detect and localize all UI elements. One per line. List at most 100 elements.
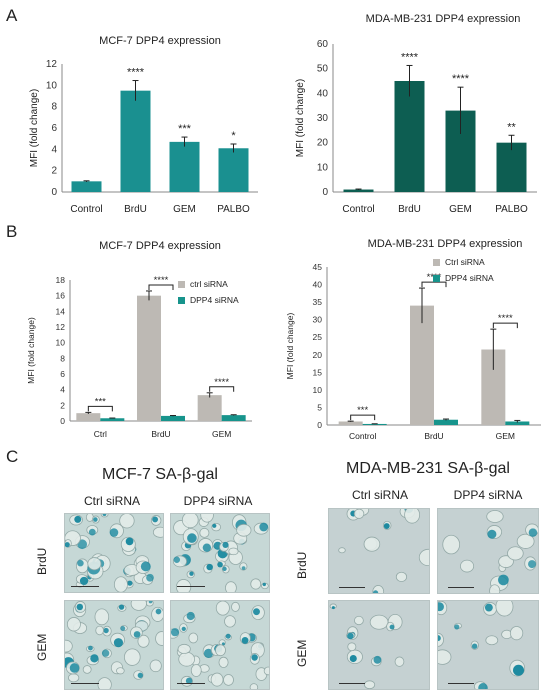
cell [68, 673, 80, 683]
cell [418, 548, 429, 567]
stain-spot [438, 635, 441, 642]
cell [155, 631, 163, 646]
stain-spot [65, 542, 70, 548]
y-tick-label: 0 [60, 416, 65, 426]
legend-label: DPP4 siRNA [445, 273, 494, 283]
x-tick-label: BrdU [424, 431, 443, 441]
chart-title: MDA-MB-231 DPP4 expression [368, 238, 523, 250]
cell [338, 547, 346, 554]
stain-spot [148, 601, 153, 604]
cell [116, 667, 125, 675]
stain-spot [173, 556, 181, 563]
col-label-ctrl-sirna: Ctrl siRNA [352, 488, 408, 502]
bar [161, 415, 185, 421]
y-tick-label: 40 [317, 88, 329, 99]
stain-spot [389, 624, 395, 630]
significance-bracket [350, 414, 376, 421]
significance-label: * [231, 130, 236, 142]
cell [438, 649, 452, 665]
chart-a-mcf7: MCF-7 DPP4 expression 0 2 4 6 8 10 12 MFI (fold … [29, 35, 258, 215]
stain-spot [101, 649, 110, 657]
y-tick-label: 20 [317, 138, 329, 149]
stain-spot [102, 514, 107, 517]
cell [498, 555, 514, 568]
x-tick-label: GEM [173, 204, 196, 215]
cell [210, 672, 224, 687]
cell [94, 608, 110, 626]
cell [200, 514, 214, 523]
cell [485, 635, 499, 646]
cell [489, 584, 501, 593]
stain-spot [471, 643, 478, 649]
x-tick-label: GEM [496, 431, 515, 441]
y-axis-label: MFI (fold change) [29, 89, 40, 167]
y-tick-label: 5 [317, 402, 322, 412]
bar [410, 305, 434, 425]
stain-spot [203, 648, 214, 658]
stain-spot [77, 559, 84, 567]
stain-spot [186, 611, 195, 621]
micrograph-mcf7-ctrl-gem [64, 600, 164, 690]
legend-swatch [178, 281, 185, 288]
micrograph-mcf7-ctrl-brdu [64, 513, 164, 593]
significance-bracket [421, 281, 447, 288]
stain-spot [171, 628, 180, 637]
legend-swatch [178, 297, 185, 304]
bar [343, 189, 374, 192]
bar [394, 81, 425, 192]
cell [177, 643, 191, 655]
stain-spot [241, 636, 249, 644]
cell [113, 576, 128, 592]
cell [119, 514, 135, 529]
bar [496, 142, 527, 192]
y-tick-label: 45 [313, 262, 323, 272]
stain-spot [438, 602, 444, 612]
cell [137, 634, 150, 648]
stain-spot [88, 528, 96, 536]
cell [152, 526, 163, 538]
legend-swatch [433, 275, 440, 282]
stain-spot [372, 590, 379, 593]
panel-label-b: B [6, 222, 18, 241]
cell [223, 674, 234, 686]
stain-spot [140, 561, 151, 572]
stain-spot [217, 561, 223, 568]
panel-label-c: C [6, 447, 19, 466]
bar [100, 418, 125, 421]
stain-spot [69, 663, 80, 673]
micrograph-mda-dpp4-brdu [437, 508, 539, 594]
cell [495, 601, 514, 617]
image-title-mda: MDA-MB-231 SA-β-gal [346, 460, 510, 477]
bar [338, 421, 363, 425]
cell [460, 559, 475, 573]
chart-title: MCF-7 DPP4 expression [99, 35, 221, 47]
stain-spot [498, 574, 509, 586]
x-tick-label: GEM [212, 429, 231, 439]
row-label-gem: GEM [35, 633, 49, 661]
image-title-mcf7: MCF-7 SA-β-gal [102, 466, 218, 483]
legend-label: Ctrl siRNA [445, 257, 485, 267]
row-label-brdu: BrdU [35, 547, 49, 575]
cell [178, 651, 196, 667]
x-tick-label: BrdU [124, 204, 147, 215]
x-tick-label: BrdU [151, 429, 170, 439]
cell [250, 578, 262, 590]
y-tick-label: 0 [51, 187, 57, 198]
y-tick-label: 2 [60, 400, 65, 410]
x-tick-label: Control [349, 431, 377, 441]
micrograph-mda-dpp4-gem [437, 600, 539, 690]
stain-spot [487, 529, 497, 539]
bar [137, 295, 161, 421]
significance-bracket [148, 284, 174, 290]
y-tick-label: 40 [313, 280, 323, 290]
micrograph-mcf7-dpp4-gem [170, 600, 270, 690]
stain-spot [90, 654, 99, 663]
stain-spot [189, 571, 194, 576]
stain-spot [133, 631, 141, 638]
chart-b-mcf7: MCF-7 DPP4 expression 0 2 4 6 8 10 12 14 16 18 MFI … [26, 240, 252, 439]
col-label-dpp4-sirna: DPP4 siRNA [183, 494, 253, 508]
stain-spot [93, 517, 98, 522]
stain-spot [109, 528, 119, 537]
stain-spot [152, 516, 159, 523]
panel-label-a: A [6, 6, 18, 25]
